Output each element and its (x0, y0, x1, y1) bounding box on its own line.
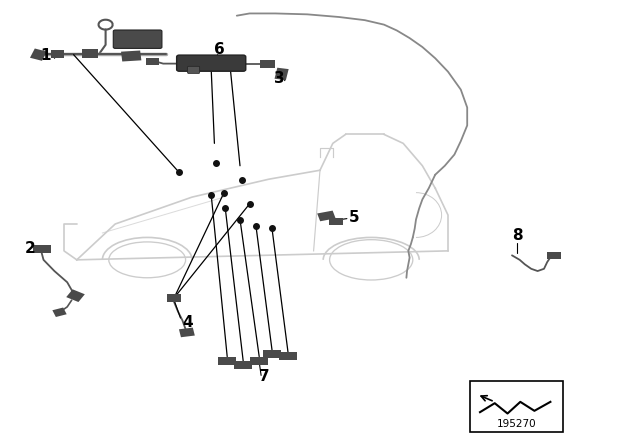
Bar (329, 218, 343, 225)
Bar (263, 350, 281, 358)
Bar (51, 50, 64, 58)
Bar (52, 307, 67, 317)
Bar (317, 211, 335, 221)
FancyBboxPatch shape (177, 55, 246, 71)
FancyBboxPatch shape (188, 66, 200, 73)
Text: 5: 5 (349, 210, 360, 225)
Bar (250, 357, 268, 365)
FancyBboxPatch shape (113, 30, 162, 48)
Text: 6: 6 (214, 42, 225, 57)
Bar (547, 252, 561, 259)
Bar (260, 60, 275, 68)
Bar (146, 58, 159, 65)
Text: 4: 4 (182, 315, 193, 330)
Bar (470, 381, 563, 432)
Text: 8: 8 (512, 228, 523, 243)
Bar (279, 352, 297, 360)
Bar (66, 289, 85, 302)
Text: 3: 3 (274, 71, 285, 86)
Text: 2: 2 (24, 241, 35, 256)
Bar (179, 327, 195, 337)
Bar (82, 49, 98, 58)
Bar (121, 51, 141, 61)
Bar (167, 294, 181, 302)
Bar (234, 361, 252, 369)
Text: 1: 1 (41, 48, 51, 64)
Text: 7: 7 (259, 369, 270, 384)
Bar (30, 48, 47, 61)
Bar (33, 245, 51, 253)
Bar (275, 68, 289, 80)
Bar (218, 357, 236, 365)
Text: 195270: 195270 (497, 419, 536, 429)
